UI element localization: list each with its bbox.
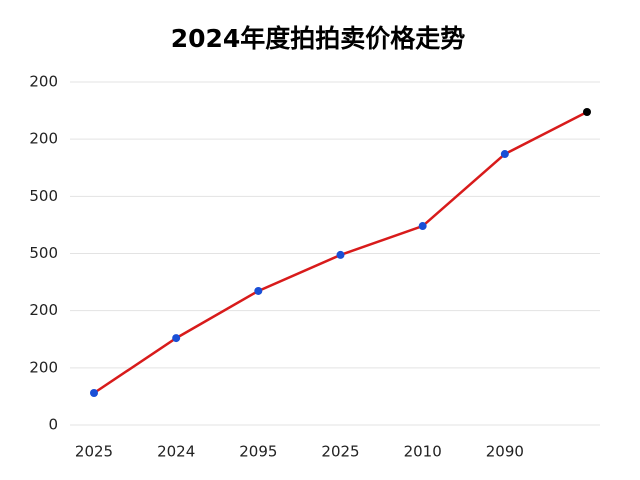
marker: [500, 150, 509, 159]
chart-title: 2024年度拍拍卖价格走势: [171, 24, 466, 53]
marker: [254, 286, 263, 295]
marker: [90, 388, 98, 397]
x-tick-label: 2025: [321, 443, 359, 461]
marker: [336, 250, 345, 259]
y-tick-label: 200: [29, 73, 58, 91]
y-tick-label: 0: [48, 416, 58, 434]
x-tick-label: 2024: [157, 443, 195, 461]
marker: [172, 334, 181, 343]
y-tick-label: 500: [29, 244, 58, 262]
y-tick-label: 500: [29, 187, 58, 205]
x-tick-label: 2095: [239, 443, 277, 461]
marker: [418, 222, 427, 231]
x-tick-label: 2010: [404, 443, 442, 461]
y-tick-label: 200: [29, 358, 58, 376]
marker: [583, 108, 591, 117]
y-tick-label: 200: [29, 130, 58, 148]
x-tick-label: 2090: [486, 443, 524, 461]
y-tick-label: 200: [29, 301, 58, 319]
x-tick-label: 2025: [75, 443, 113, 461]
